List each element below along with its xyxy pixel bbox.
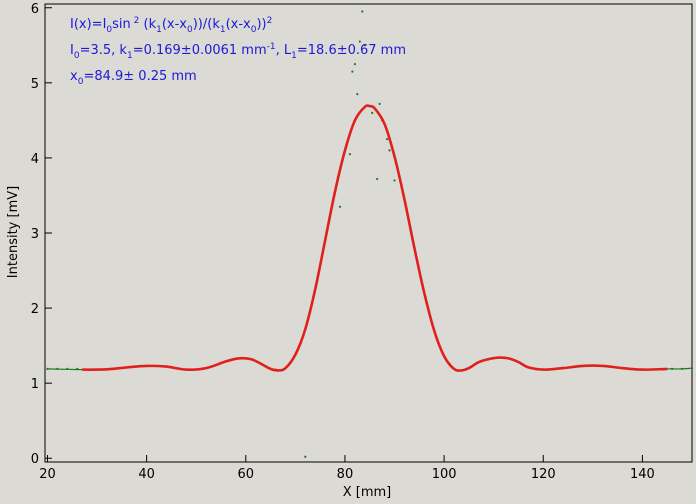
data-point: [388, 149, 391, 152]
data-point: [361, 10, 364, 13]
data-point: [385, 138, 389, 141]
fit-formula: I(x)=I0sin 2 (k1(x-x0))/(k1(x-x0))2: [70, 16, 272, 35]
x-tick-label-6: 140: [630, 467, 655, 482]
x-axis-title: X [mm]: [343, 485, 392, 500]
fit-parameters: I0=3.5, k1=0.169±0.0061 mm-1, L1=18.6±0.…: [70, 42, 406, 61]
y-tick-label-2: 2: [31, 302, 39, 317]
x-tick-label-3: 80: [337, 467, 354, 482]
fit-center: x0=84.9± 0.25 mm: [70, 69, 197, 87]
x-tick-label-4: 100: [432, 467, 457, 482]
x-tick-label-5: 120: [531, 467, 556, 482]
data-point: [351, 70, 354, 73]
data-trace: [47, 104, 693, 372]
x-tick-label-0: 20: [39, 467, 56, 482]
y-tick-label-4: 4: [31, 152, 39, 167]
x-tick-label-1: 40: [138, 467, 155, 482]
data-point: [356, 92, 359, 96]
data-point: [348, 153, 352, 156]
y-tick-label-5: 5: [31, 77, 39, 92]
x-tick-label-2: 60: [238, 467, 255, 482]
data-point: [371, 111, 374, 114]
data-point: [378, 102, 381, 105]
data-point: [393, 179, 396, 182]
fit-curve: [82, 104, 668, 372]
data-point: [304, 455, 307, 458]
axis-ticks: 20 40 60 80 100 120 140 0 1 2 3 4 5 6: [31, 2, 655, 482]
y-axis-title: Intensity [mV]: [6, 186, 21, 278]
y-tick-label-3: 3: [31, 227, 39, 242]
y-tick-label-0: 0: [31, 452, 39, 467]
data-point: [358, 40, 361, 43]
data-point: [363, 44, 366, 47]
y-tick-label-6: 6: [31, 2, 39, 17]
y-tick-label-1: 1: [31, 377, 39, 392]
data-point: [338, 205, 342, 208]
data-point: [353, 62, 356, 66]
data-point: [376, 177, 379, 181]
